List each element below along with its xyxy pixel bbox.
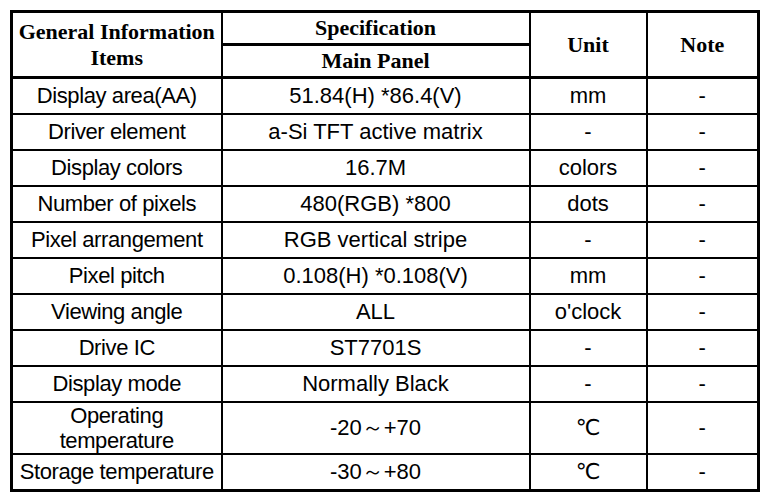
item-cell: Storage temperature [12,454,222,490]
note-cell: - [647,78,759,114]
spec-cell: a-Si TFT active matrix [222,114,530,150]
item-cell: Driver element [12,114,222,150]
item-cell: Display area(AA) [12,78,222,114]
unit-cell: ℃ [530,402,647,455]
spec-cell: 480(RGB) *800 [222,186,530,222]
spec-cell: 51.84(H) *86.4(V) [222,78,530,114]
header-items: General Information Items [12,12,222,78]
item-cell: Display colors [12,150,222,186]
unit-cell: dots [530,186,647,222]
note-cell: - [647,402,759,455]
spec-cell: 0.108(H) *0.108(V) [222,258,530,294]
table-row: Display mode Normally Black - - [12,366,759,402]
note-cell: - [647,454,759,490]
page: { "table": { "header": { "items_label": … [0,0,766,501]
item-cell: Display mode [12,366,222,402]
table-row: Operating temperature -20～+70 ℃ - [12,402,759,455]
table-row: Driver element a-Si TFT active matrix - … [12,114,759,150]
table-row: Viewing angle ALL o'clock - [12,294,759,330]
note-cell: - [647,330,759,366]
spec-cell: Normally Black [222,366,530,402]
item-cell: Pixel arrangement [12,222,222,258]
table-row: Number of pixels 480(RGB) *800 dots - [12,186,759,222]
header-specification: Specification [222,12,530,45]
item-cell: Pixel pitch [12,258,222,294]
note-cell: - [647,294,759,330]
unit-cell: - [530,222,647,258]
unit-cell: ℃ [530,454,647,490]
item-cell: Number of pixels [12,186,222,222]
spec-cell: 16.7M [222,150,530,186]
unit-cell: colors [530,150,647,186]
note-cell: - [647,150,759,186]
table-row: Display colors 16.7M colors - [12,150,759,186]
spec-cell: ALL [222,294,530,330]
spec-cell: ST7701S [222,330,530,366]
table-row: Drive IC ST7701S - - [12,330,759,366]
note-cell: - [647,366,759,402]
item-cell: Operating temperature [12,402,222,455]
item-cell: Drive IC [12,330,222,366]
unit-cell: mm [530,78,647,114]
unit-cell: - [530,330,647,366]
header-main-panel: Main Panel [222,45,530,78]
table-row: Storage temperature -30～+80 ℃ - [12,454,759,490]
unit-cell: - [530,366,647,402]
table-row: Display area(AA) 51.84(H) *86.4(V) mm - [12,78,759,114]
unit-cell: mm [530,258,647,294]
table-row: Pixel pitch 0.108(H) *0.108(V) mm - [12,258,759,294]
note-cell: - [647,186,759,222]
unit-cell: - [530,114,647,150]
spec-cell: RGB vertical stripe [222,222,530,258]
header-note: Note [647,12,759,78]
item-cell: Viewing angle [12,294,222,330]
general-information-table: General Information Items Specification … [10,10,760,492]
note-cell: - [647,222,759,258]
unit-cell: o'clock [530,294,647,330]
note-cell: - [647,114,759,150]
note-cell: - [647,258,759,294]
spec-cell: -30～+80 [222,454,530,490]
spec-cell: -20～+70 [222,402,530,455]
table-row: Pixel arrangement RGB vertical stripe - … [12,222,759,258]
header-unit: Unit [530,12,647,78]
